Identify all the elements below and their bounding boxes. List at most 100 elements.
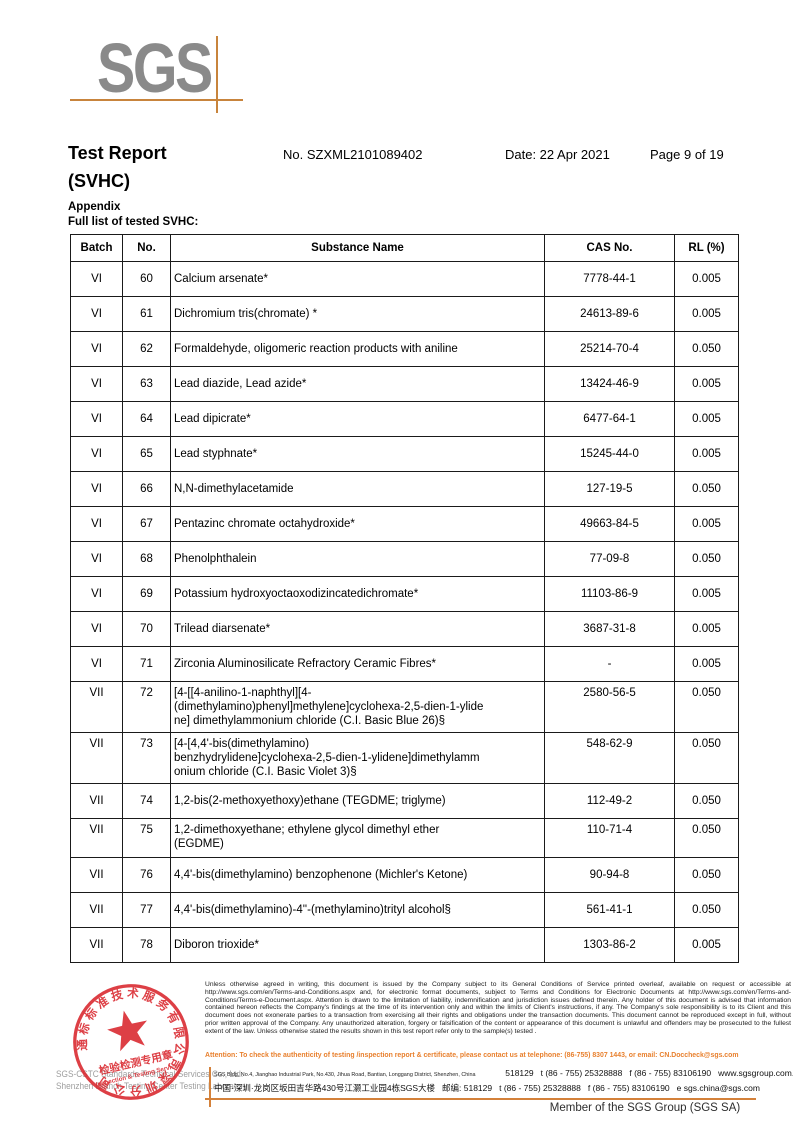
fax-cn: f (86 - 755) 83106190 (587, 1083, 670, 1093)
batch-cell: VI (70, 576, 123, 612)
cas-cell: 24613-89-6 (544, 296, 675, 332)
substance-cell: [4-[[4-anilino-1-naphthyl][4- (dimethyla… (170, 681, 545, 733)
substance-cell: 1,2-bis(2-methoxyethoxy)ethane (TEGDME; … (170, 783, 545, 819)
substance-cell: Formaldehyde, oligomeric reaction produc… (170, 331, 545, 367)
substance-cell: Phenolphthalein (170, 541, 545, 577)
cas-cell: 15245-44-0 (544, 436, 675, 472)
substance-cell: Dichromium tris(chromate) * (170, 296, 545, 332)
company-name-en: SGS-CSTC Standards Technical Services Co… (56, 1069, 244, 1079)
substance-cell: 1,2-dimethoxyethane; ethylene glycol dim… (170, 818, 545, 858)
no-cell: 77 (122, 892, 171, 928)
company-name-lines: SGS-CSTC Standards Technical Services Co… (56, 1068, 248, 1092)
fax-en: f (86 - 755) 83106190 (629, 1068, 712, 1078)
page-indicator: Page 9 of 19 (650, 147, 724, 162)
substance-cell: Potassium hydroxyoctaoxodizincatedichrom… (170, 576, 545, 612)
website: www.sgsgroup.com.cn (718, 1068, 793, 1078)
col-header-cas: CAS No. (544, 234, 675, 262)
stamp-star-icon (107, 1010, 147, 1052)
cas-cell: 13424-46-9 (544, 366, 675, 402)
appendix-label: Appendix (68, 201, 121, 213)
cas-cell: 7778-44-1 (544, 261, 675, 297)
table-row: VI 62 Formaldehyde, oligomeric reaction pr… (70, 331, 739, 367)
cas-cell: 25214-70-4 (544, 331, 675, 367)
report-subtitle: (SVHC) (68, 171, 130, 191)
table-row: VI 65 Lead styphnate* 15245-44-0 0.005 (70, 436, 739, 472)
batch-cell: VII (70, 732, 123, 784)
rl-cell: 0.005 (674, 261, 739, 297)
no-cell: 63 (122, 366, 171, 402)
table-row: VI 64 Lead dipicrate* 6477-64-1 0.005 (70, 401, 739, 437)
col-header-substance: Substance Name (170, 234, 545, 262)
address-row-cn: 中国·深圳·龙岗区坂田吉华路430号江灏工业园4栋SGS大楼 邮编: 51812… (214, 1082, 789, 1096)
batch-cell: VI (70, 611, 123, 647)
cas-cell: - (544, 646, 675, 682)
cas-cell: 127-19-5 (544, 471, 675, 507)
cas-cell: 11103-86-9 (544, 576, 675, 612)
table-row: VII 77 4,4'-bis(dimethylamino)-4''-(methyl… (70, 892, 739, 928)
no-cell: 61 (122, 296, 171, 332)
table-row: VI 66 N,N-dimethylacetamide 127-19-5 0.050 (70, 471, 739, 507)
batch-cell: VI (70, 646, 123, 682)
rl-cell: 0.050 (674, 732, 739, 784)
no-cell: 76 (122, 857, 171, 893)
no-cell: 66 (122, 471, 171, 507)
company-branch: Shenzhen Branch Testing Center Testing L… (56, 1081, 248, 1091)
postcode-cn: 邮编: 518129 (442, 1083, 493, 1093)
substance-cell: Zirconia Aluminosilicate Refractory Cera… (170, 646, 545, 682)
cas-cell: 110-71-4 (544, 818, 675, 858)
table-row: VI 67 Pentazinc chromate octahydroxide* 496… (70, 506, 739, 542)
rl-cell: 0.005 (674, 927, 739, 963)
logo-horizontal-line (70, 99, 243, 101)
address-block: SGS Bldg, No.4, Jianghao Industrial Park… (214, 1068, 793, 1096)
attention-notice: Attention: To check the authenticity of … (205, 1052, 739, 1059)
cas-cell: 1303-86-2 (544, 927, 675, 963)
table-row: VI 61 Dichromium tris(chromate) * 24613-89-… (70, 296, 739, 332)
batch-cell: VI (70, 401, 123, 437)
cas-cell: 90-94-8 (544, 857, 675, 893)
substance-cell: Lead styphnate* (170, 436, 545, 472)
batch-cell: VII (70, 927, 123, 963)
cas-cell: 3687-31-8 (544, 611, 675, 647)
rl-cell: 0.005 (674, 436, 739, 472)
no-cell: 64 (122, 401, 171, 437)
batch-cell: VII (70, 857, 123, 893)
col-header-batch: Batch (70, 234, 123, 262)
no-cell: 73 (122, 732, 171, 784)
no-cell: 78 (122, 927, 171, 963)
no-cell: 60 (122, 261, 171, 297)
batch-cell: VII (70, 892, 123, 928)
svhc-table: Batch No. Substance Name CAS No. RL (%) … (70, 234, 739, 963)
batch-cell: VI (70, 541, 123, 577)
address-en: SGS Bldg, No.4, Jianghao Industrial Park… (214, 1072, 476, 1078)
footer-vertical-line (209, 1067, 211, 1107)
substance-cell: Diboron trioxide* (170, 927, 545, 963)
table-row: VI 71 Zirconia Aluminosilicate Refractory … (70, 646, 739, 682)
phone-en: t (86 - 755) 25328888 (540, 1068, 623, 1078)
cas-cell: 548-62-9 (544, 732, 675, 784)
substance-cell: 4,4'-bis(dimethylamino)-4''-(methylamino… (170, 892, 545, 928)
table-row: VII 72 [4-[[4-anilino-1-naphthyl][4- (dime… (70, 681, 739, 733)
full-list-label: Full list of tested SVHC: (68, 216, 199, 228)
report-title: Test Report (68, 143, 167, 163)
logo-vertical-line (216, 36, 218, 113)
no-cell: 72 (122, 681, 171, 733)
rl-cell: 0.005 (674, 611, 739, 647)
no-cell: 67 (122, 506, 171, 542)
col-header-rl: RL (%) (674, 234, 739, 262)
table-row: VII 74 1,2-bis(2-methoxyethoxy)ethane (TEG… (70, 783, 739, 819)
table-row: VII 76 4,4'-bis(dimethylamino) benzophenon… (70, 857, 739, 893)
no-cell: 70 (122, 611, 171, 647)
report-date: Date: 22 Apr 2021 (505, 147, 610, 162)
substance-cell: Lead diazide, Lead azide* (170, 366, 545, 402)
table-row: VII 75 1,2-dimethoxyethane; ethylene glyco… (70, 818, 739, 858)
table-row: VII 78 Diboron trioxide* 1303-86-2 0.005 (70, 927, 739, 963)
batch-cell: VII (70, 681, 123, 733)
substance-cell: 4,4'-bis(dimethylamino) benzophenone (Mi… (170, 857, 545, 893)
postcode-en: 518129 (505, 1068, 534, 1078)
rl-cell: 0.050 (674, 783, 739, 819)
rl-cell: 0.050 (674, 541, 739, 577)
cas-cell: 112-49-2 (544, 783, 675, 819)
table-row: VI 70 Trilead diarsenate* 3687-31-8 0.005 (70, 611, 739, 647)
table-row: VI 60 Calcium arsenate* 7778-44-1 0.005 (70, 261, 739, 297)
sgs-logo: SGS (97, 29, 213, 107)
